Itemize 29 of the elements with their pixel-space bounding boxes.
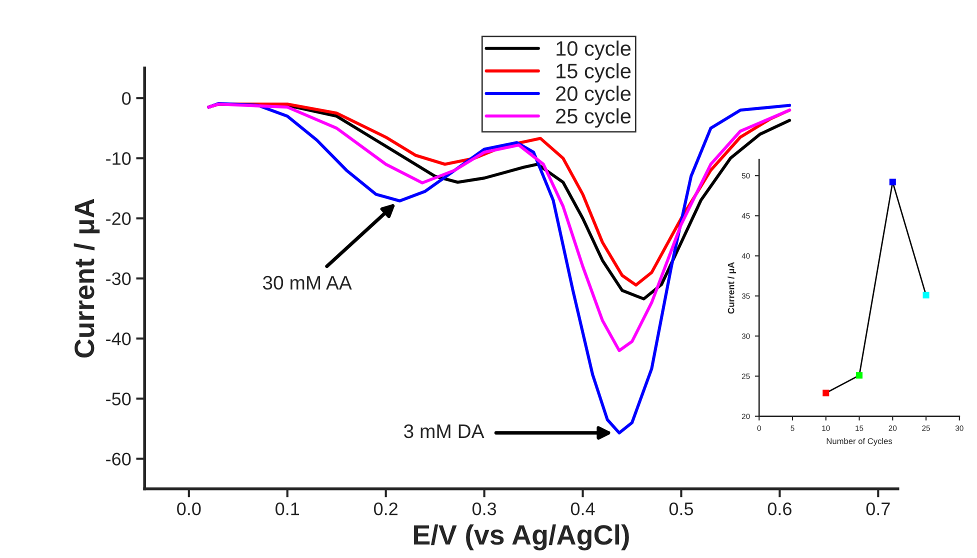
point [856, 372, 863, 379]
x-tick-label: 0.4 [570, 502, 595, 516]
y-tick-label: -10 [106, 152, 131, 165]
point [822, 390, 830, 396]
x-tick-label: 0.3 [472, 502, 496, 516]
x-tick-label: 0.2 [374, 502, 398, 516]
x-tick-label: 0.7 [866, 502, 890, 516]
x-tick-label: 0.5 [669, 502, 694, 516]
point [889, 178, 896, 186]
annotation: 3 mM DA [404, 424, 484, 438]
y-axis-title: Current / μA [74, 198, 100, 358]
annotation: 30 mM AA [262, 276, 352, 290]
y-tick-label: -40 [106, 332, 131, 346]
y-tick-label: -60 [106, 452, 131, 466]
point [922, 292, 930, 298]
y-tick-label: -30 [106, 272, 131, 286]
legend-label: 15 cycle [556, 63, 631, 83]
legend-label: 25 cycle [556, 108, 631, 128]
x-axis-title: E/V (vs Ag/AgCl) [414, 524, 629, 550]
legend-label: 10 cycle [556, 40, 631, 60]
x-tick-label: 0.0 [177, 502, 201, 516]
legend-label: 20 cycle [556, 86, 631, 106]
x-tick-label: 0.6 [768, 502, 792, 516]
x-tick-label: 0.1 [276, 502, 300, 516]
y-tick-label: 0 [122, 92, 131, 105]
y-tick-label: -50 [106, 392, 131, 406]
x-axis-title: Number of Cycles [826, 438, 892, 446]
y-tick-label: -20 [106, 212, 131, 226]
y-axis-title: Current / μA [728, 262, 736, 314]
